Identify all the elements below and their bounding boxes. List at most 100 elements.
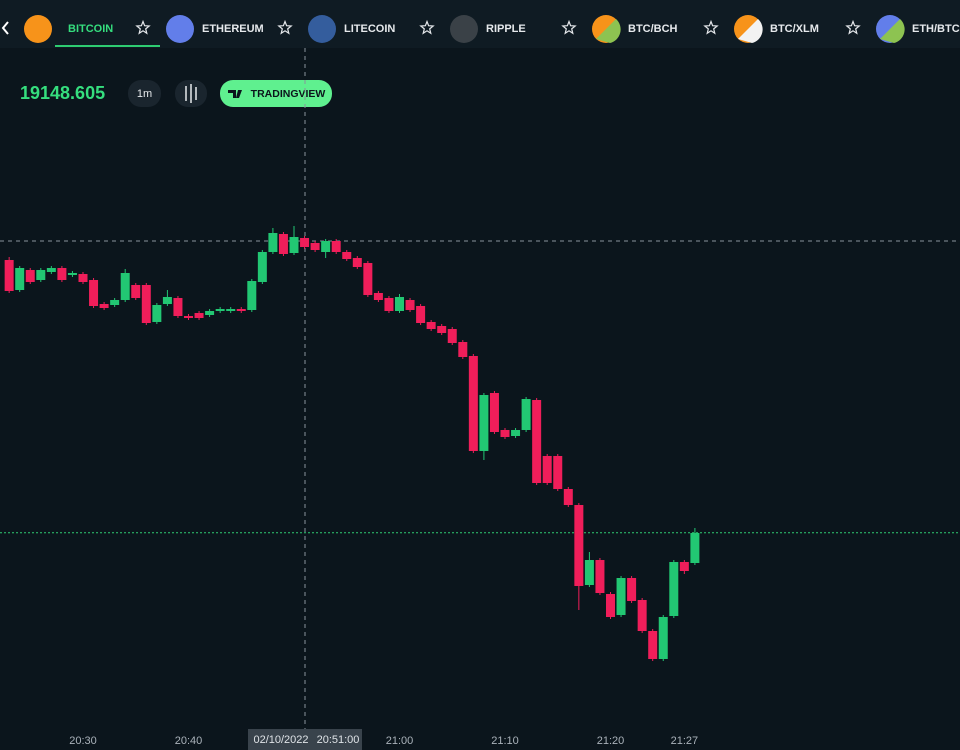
candle (595, 558, 605, 595)
tradingview-logo (228, 90, 242, 98)
tradingview-button[interactable] (220, 80, 332, 107)
candle (669, 560, 679, 618)
interval-label: 1m (137, 88, 152, 100)
candle-body (363, 263, 373, 295)
candle-body (162, 297, 172, 304)
candle-body (637, 600, 647, 631)
tab-icon (166, 15, 194, 43)
candle-body (57, 268, 67, 280)
favorite-star[interactable] (845, 19, 861, 35)
candle (36, 268, 46, 282)
candle-body (257, 252, 267, 282)
candle-body (669, 562, 679, 616)
candle (226, 307, 236, 313)
candle (574, 503, 584, 610)
candle-body (278, 234, 288, 254)
candle (352, 256, 362, 269)
active-underline (55, 45, 160, 47)
tab[interactable]: BITCOIN (24, 15, 151, 43)
candle (321, 239, 331, 258)
tab-icon (450, 15, 478, 43)
candle (110, 298, 120, 307)
candle (141, 283, 151, 325)
candle-body (500, 430, 510, 437)
candle-body (205, 311, 215, 315)
tab-bar (0, 0, 960, 48)
candle (331, 239, 341, 254)
candle-body (300, 238, 310, 247)
crosshair-date: 02/10/2022 (253, 734, 308, 746)
candle-body (574, 505, 584, 586)
candle (131, 283, 141, 300)
candle (46, 266, 56, 274)
candle (205, 309, 215, 317)
favorite-star[interactable] (277, 19, 293, 35)
candle (162, 290, 172, 306)
candle-body (447, 329, 457, 343)
tab[interactable]: BTC/BCH (592, 15, 719, 43)
candle-body (15, 268, 25, 290)
candle (563, 487, 573, 507)
favorite-star[interactable] (561, 19, 577, 35)
candle-body (67, 273, 77, 275)
interval-button[interactable] (128, 80, 161, 107)
candle-body (184, 316, 193, 318)
tab[interactable]: RIPPLE (450, 15, 577, 43)
candle (532, 398, 542, 485)
candle (690, 528, 700, 565)
candle (89, 278, 99, 308)
candle (4, 257, 14, 293)
candle (184, 314, 193, 320)
candle-body (489, 393, 499, 432)
tab[interactable]: BTC/XLM (734, 15, 861, 43)
tab-icon-pair (738, 19, 763, 43)
tab[interactable]: LITECOIN (308, 15, 435, 43)
tab-icon-pair (596, 19, 621, 43)
tabs: BITCOIN ETHEREUM LITECOIN RIPPLE BTC/BCH BTC/… (24, 15, 960, 43)
candle (416, 304, 426, 325)
candle-body (141, 285, 151, 323)
candle (363, 261, 373, 297)
favorite-star[interactable] (135, 19, 151, 35)
scroll-left[interactable] (1, 21, 9, 35)
candle-body (521, 399, 531, 430)
tab-label: ETHEREUM (202, 23, 264, 35)
candle-body (331, 241, 341, 252)
candle (173, 296, 183, 318)
tab-icon-pair (880, 19, 905, 43)
candle-body (437, 326, 447, 333)
candle-body (542, 456, 552, 483)
candle-body (89, 280, 99, 306)
tab-label: RIPPLE (486, 23, 526, 35)
candle (458, 340, 468, 359)
candle (152, 303, 162, 324)
plot: 20:30 20:40 21:00 21:10 21:20 21:27 (0, 226, 960, 747)
candle-body (532, 400, 542, 483)
candle-body (511, 430, 521, 436)
x-tick-label: 21:10 (491, 735, 519, 747)
candle (521, 397, 531, 432)
favorite-star[interactable] (703, 19, 719, 35)
tab-label: BITCOIN (68, 23, 113, 35)
candle-body (110, 300, 120, 305)
candle (616, 576, 626, 617)
tab-label: BTC/XLM (770, 23, 819, 35)
candle (553, 454, 563, 491)
candle-body (236, 309, 246, 311)
candle-body (310, 243, 320, 250)
current-price: 19148.605 (20, 83, 105, 103)
tab[interactable]: ETHEREUM (166, 15, 293, 43)
candle (67, 271, 77, 277)
candle (120, 269, 130, 302)
candle (658, 615, 668, 661)
candle-body (46, 268, 56, 272)
tab-label: BTC/BCH (628, 23, 678, 35)
tradingview-label: TRADINGVIEW (251, 88, 326, 100)
tab[interactable]: ETH/BTC (876, 15, 960, 43)
favorite-star[interactable] (419, 19, 435, 35)
candle (627, 576, 637, 603)
candle (194, 311, 204, 320)
